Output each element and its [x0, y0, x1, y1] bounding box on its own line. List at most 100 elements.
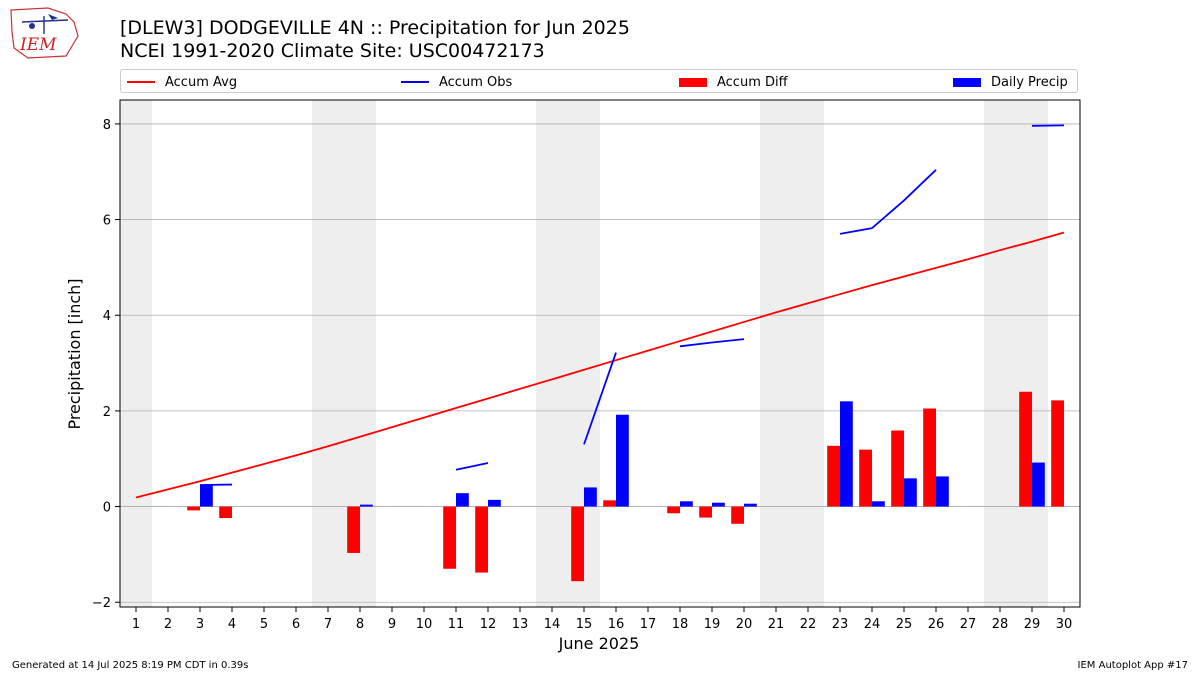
bar-daily-precip-12: [488, 499, 501, 507]
bar-accum-diff-29: [1019, 391, 1032, 507]
line-accum-obs-segment-3: [679, 338, 745, 348]
weekend-band-21: [760, 100, 792, 607]
bar-daily-precip-3: [200, 485, 213, 507]
footer-generated: Generated at 14 Jul 2025 8:19 PM CDT in …: [12, 660, 249, 671]
y-tick-label--2: −2: [92, 596, 111, 611]
x-tick-label-26: 26: [928, 617, 945, 632]
bar-accum-diff-4: [219, 506, 232, 519]
bar-accum-diff-8: [347, 506, 360, 553]
bar-daily-precip-24: [872, 501, 885, 507]
logo-text: IEM: [19, 35, 57, 55]
weekend-band-14: [536, 100, 568, 607]
x-tick-label-29: 29: [1024, 617, 1041, 632]
legend-label-accum-diff: Accum Diff: [717, 74, 788, 90]
x-tick-label-13: 13: [512, 617, 529, 632]
bar-accum-diff-25: [891, 430, 904, 507]
x-tick-label-1: 1: [132, 617, 140, 632]
x-tick-label-19: 19: [704, 617, 721, 632]
bar-accum-diff-11: [443, 506, 456, 569]
legend-label-accum-avg: Accum Avg: [165, 74, 238, 90]
x-tick-label-22: 22: [800, 617, 817, 632]
x-axis-label: June 2025: [558, 634, 640, 653]
bar-accum-diff-23: [827, 445, 840, 507]
x-tick-label-5: 5: [260, 617, 268, 632]
x-tick-label-30: 30: [1056, 617, 1073, 632]
x-tick-label-14: 14: [544, 617, 561, 632]
bar-daily-precip-26: [936, 476, 949, 507]
weekend-band-22: [792, 100, 824, 607]
weekend-band-7: [312, 100, 344, 607]
x-tick-label-23: 23: [832, 617, 849, 632]
y-tick-label-0: 0: [103, 501, 111, 516]
bar-accum-diff-18: [667, 506, 680, 514]
legend-label-accum-obs: Accum Obs: [439, 74, 513, 90]
line-accum-obs-segment-1: [455, 462, 489, 471]
legend-item-daily-precip: Daily Precip: [953, 73, 1068, 91]
bar-daily-precip-16: [616, 414, 629, 507]
line-accum-obs-segment-4: [839, 169, 937, 235]
bar-daily-precip-23: [840, 401, 853, 507]
bar-daily-precip-18: [680, 501, 693, 507]
x-tick-label-12: 12: [480, 617, 497, 632]
line-accum-avg-segment-0: [135, 231, 1065, 499]
bar-accum-diff-30: [1051, 400, 1064, 507]
iem-logo: IEM: [10, 7, 79, 59]
x-tick-label-28: 28: [992, 617, 1009, 632]
bar-daily-precip-19: [712, 502, 725, 507]
bar-daily-precip-29: [1032, 462, 1045, 507]
x-tick-label-9: 9: [388, 617, 396, 632]
bar-daily-precip-8: [360, 504, 373, 507]
y-tick-label-4: 4: [103, 309, 111, 324]
bar-accum-diff-3: [187, 506, 200, 511]
bar-daily-precip-20: [744, 503, 757, 507]
weekend-band-28: [984, 100, 1016, 607]
x-tick-label-18: 18: [672, 617, 689, 632]
bar-daily-precip-15: [584, 487, 597, 507]
footer-app: IEM Autoplot App #17: [1077, 660, 1188, 671]
legend-swatch-accum-diff: [679, 77, 707, 87]
plot-frame: [119, 99, 1081, 608]
bar-daily-precip-25: [904, 478, 917, 507]
bar-accum-diff-26: [923, 408, 936, 507]
x-tick-label-8: 8: [356, 617, 364, 632]
x-tick-label-24: 24: [864, 617, 881, 632]
y-tick-label-6: 6: [103, 214, 111, 229]
legend-item-accum-diff: Accum Diff: [679, 73, 788, 91]
lines: [135, 124, 1065, 499]
gridlines: [120, 123, 1080, 603]
x-tick-label-2: 2: [164, 617, 172, 632]
bar-accum-diff-19: [699, 506, 712, 518]
x-tick-label-3: 3: [196, 617, 204, 632]
x-tick-label-6: 6: [292, 617, 300, 632]
bar-accum-diff-24: [859, 449, 872, 507]
weekend-band-29: [1016, 100, 1048, 607]
y-axis-label: Precipitation [inch]: [65, 278, 84, 429]
x-tick-label-11: 11: [448, 617, 465, 632]
legend-swatch-accum-obs: [401, 81, 429, 83]
x-tick-label-27: 27: [960, 617, 977, 632]
x-tick-label-17: 17: [640, 617, 657, 632]
bar-accum-diff-20: [731, 506, 744, 524]
y-tick-label-2: 2: [103, 405, 111, 420]
legend: Accum Avg Accum Obs Accum Diff Daily Pre…: [120, 69, 1078, 93]
bar-daily-precip-11: [456, 493, 469, 507]
x-tick-label-25: 25: [896, 617, 913, 632]
legend-item-accum-avg: Accum Avg: [127, 73, 237, 91]
bar-accum-diff-15: [571, 506, 584, 582]
bar-accum-diff-12: [475, 506, 488, 573]
legend-swatch-daily-precip: [953, 77, 981, 87]
x-tick-label-21: 21: [768, 617, 785, 632]
weekend-shading: [120, 100, 1048, 607]
x-tick-label-10: 10: [416, 617, 433, 632]
x-tick-label-7: 7: [324, 617, 332, 632]
legend-label-daily-precip: Daily Precip: [991, 74, 1068, 90]
y-tick-label-8: 8: [103, 118, 111, 133]
x-tick-label-16: 16: [608, 617, 625, 632]
x-tick-label-15: 15: [576, 617, 593, 632]
x-tick-label-20: 20: [736, 617, 753, 632]
chart-subtitle: NCEI 1991-2020 Climate Site: USC00472173: [120, 40, 545, 62]
line-accum-obs-segment-2: [583, 352, 617, 445]
bars: [187, 391, 1064, 582]
